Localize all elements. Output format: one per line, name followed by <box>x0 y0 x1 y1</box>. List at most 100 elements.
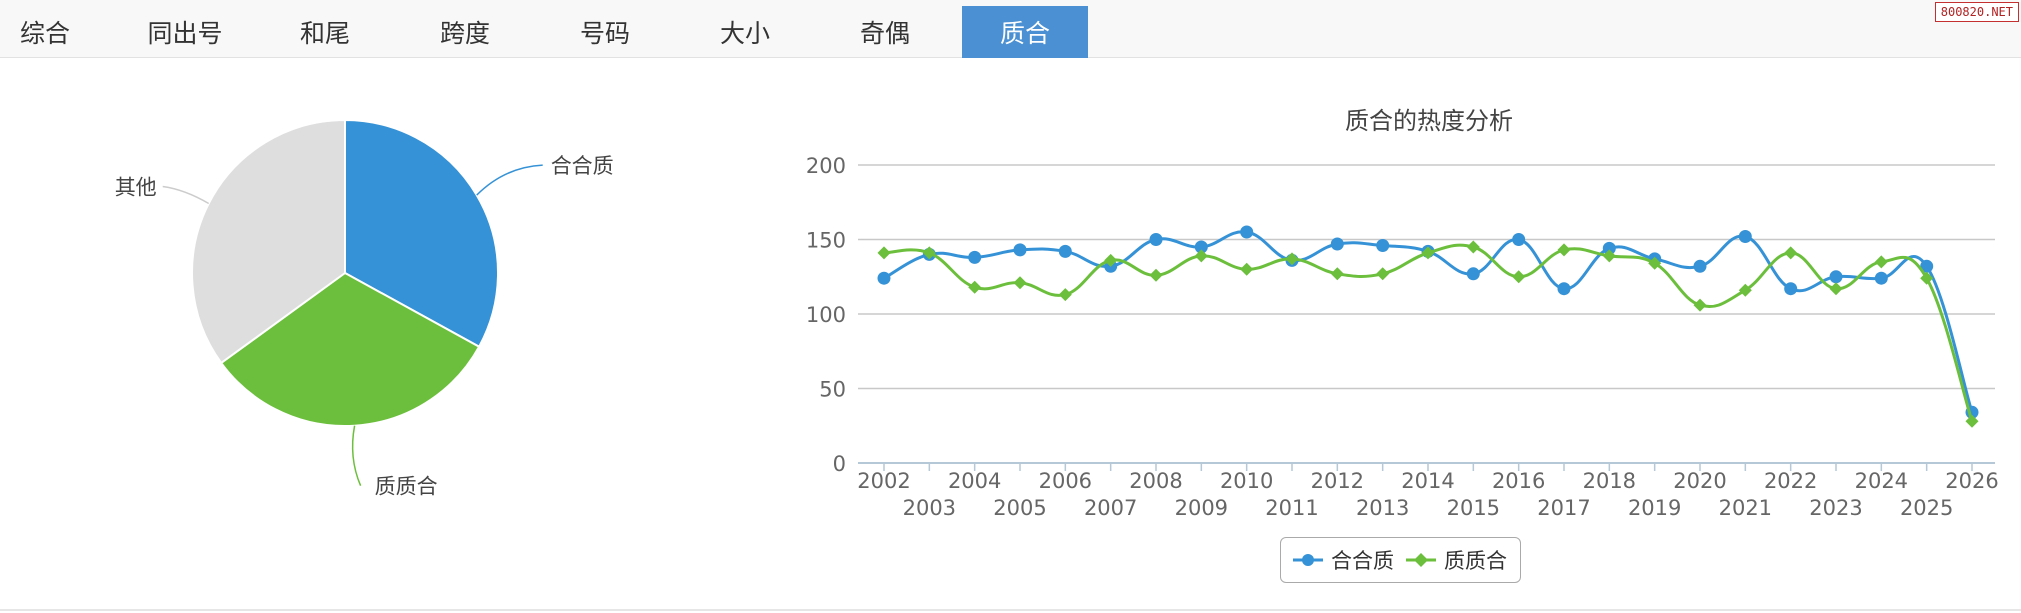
x-tick-label: 2004 <box>948 469 1001 493</box>
data-point <box>1421 246 1435 260</box>
x-tick-label: 2018 <box>1583 469 1636 493</box>
data-point <box>1240 225 1254 239</box>
x-tick-label: 2007 <box>1084 496 1137 520</box>
y-tick-label: 50 <box>819 378 846 402</box>
data-point <box>1466 267 1480 281</box>
data-point <box>877 271 891 285</box>
tab-daxiao[interactable]: 大小 <box>719 19 770 48</box>
pie-connector <box>476 164 543 196</box>
data-point <box>1829 282 1843 296</box>
data-point <box>1512 233 1526 246</box>
tab-zhihe[interactable]: 质合 <box>962 6 1088 58</box>
pie-slice <box>191 118 346 365</box>
x-tick-label: 2011 <box>1265 496 1318 520</box>
line-chart: 质合的热度分析 0 50 100 150 200 2002 2003 2004 2005 2006… <box>806 107 1999 520</box>
data-point <box>1466 240 1480 254</box>
bottom-divider <box>0 609 2021 611</box>
data-point <box>1557 243 1571 257</box>
x-tick-label: 2019 <box>1628 496 1681 520</box>
pie-slice <box>344 118 499 349</box>
y-tick-label: 150 <box>806 229 846 253</box>
pie-slice-label: 其他 <box>115 176 157 200</box>
data-point <box>1784 246 1798 260</box>
data-point <box>1194 240 1208 254</box>
legend-label-zhizhihe: 质质合 <box>1444 549 1507 573</box>
data-point <box>1240 262 1254 276</box>
x-tick-label: 2005 <box>993 496 1046 520</box>
legend-label-hehezhi: 合合质 <box>1331 549 1394 573</box>
data-point <box>1013 243 1027 257</box>
data-point <box>1920 259 1934 273</box>
data-point <box>1602 249 1616 263</box>
x-tick-label: 2008 <box>1129 469 1182 493</box>
legend-item-hehezhi[interactable]: 合合质 <box>1293 538 1394 582</box>
tab-tongchuhao[interactable]: 同出号 <box>147 19 223 48</box>
data-point <box>1738 230 1752 243</box>
data-point <box>1285 252 1299 266</box>
tab-jiou[interactable]: 奇偶 <box>859 19 910 48</box>
pie-connector <box>162 185 210 205</box>
data-point <box>1557 282 1571 296</box>
data-point <box>1330 237 1344 251</box>
data-point <box>1693 298 1707 312</box>
x-tick-label: 2006 <box>1039 469 1092 493</box>
data-point <box>1512 270 1526 284</box>
x-tick-label: 2025 <box>1900 496 1953 520</box>
x-tick-label: 2017 <box>1537 496 1590 520</box>
x-tick-label: 2022 <box>1764 469 1817 493</box>
data-point <box>1738 283 1752 297</box>
chart-title: 质合的热度分析 <box>1345 107 1513 135</box>
x-tick-label: 2020 <box>1673 469 1726 493</box>
x-tick-label: 2013 <box>1356 496 1409 520</box>
x-tick-label: 2026 <box>1945 469 1998 493</box>
data-point <box>1194 249 1208 263</box>
x-tick-label: 2002 <box>857 469 910 493</box>
tab-zonghe[interactable]: 综合 <box>20 19 71 48</box>
data-point <box>1602 241 1616 255</box>
x-tick-label: 2003 <box>903 496 956 520</box>
x-tick-label: 2009 <box>1175 496 1228 520</box>
data-point <box>968 280 982 294</box>
data-point <box>968 250 982 264</box>
data-point <box>1376 267 1390 281</box>
data-point <box>1376 239 1390 252</box>
x-tick-label: 2024 <box>1855 469 1908 493</box>
data-point <box>1874 255 1888 269</box>
data-point <box>1874 271 1888 285</box>
site-watermark: 800820.NET <box>1934 2 2019 22</box>
data-point <box>1693 259 1707 273</box>
data-point <box>1648 256 1662 270</box>
x-tick-label: 2015 <box>1447 496 1500 520</box>
tab-haoma[interactable]: 号码 <box>579 19 630 48</box>
data-point <box>1965 414 1979 428</box>
data-point <box>1058 244 1072 258</box>
data-point <box>1149 233 1163 246</box>
series-line <box>883 230 1974 413</box>
x-tick-label: 2023 <box>1809 496 1862 520</box>
tab-kuadu[interactable]: 跨度 <box>439 19 490 48</box>
x-tick-label: 2021 <box>1719 496 1772 520</box>
tab-hewei[interactable]: 和尾 <box>299 19 350 48</box>
legend-marker-diamond-icon <box>1406 553 1436 567</box>
data-point <box>1104 253 1118 267</box>
data-point <box>877 246 891 260</box>
legend-item-zhizhihe[interactable]: 质质合 <box>1406 538 1507 582</box>
data-point <box>1330 267 1344 281</box>
legend-marker-circle-icon <box>1293 554 1323 566</box>
data-point <box>1013 276 1027 290</box>
tab-bar: 综合 同出号 和尾 跨度 号码 大小 奇偶 质合 <box>0 0 2021 58</box>
x-tick-label: 2012 <box>1311 469 1364 493</box>
data-point <box>1920 271 1934 285</box>
data-point <box>1149 268 1163 282</box>
pie-slice-label: 质质合 <box>375 475 438 499</box>
data-point <box>1829 270 1843 284</box>
series-line <box>883 243 1974 422</box>
pie-slice-label: 合合质 <box>551 154 614 178</box>
x-tick-label: 2010 <box>1220 469 1273 493</box>
y-tick-label: 100 <box>806 303 846 327</box>
x-tick-label: 2014 <box>1401 469 1454 493</box>
y-tick-label: 0 <box>833 452 846 476</box>
pie-connector <box>351 425 362 486</box>
